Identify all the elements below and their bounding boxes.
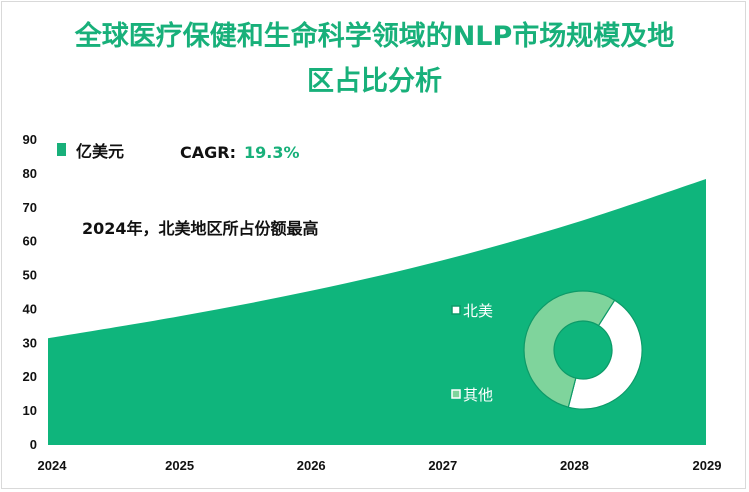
donut-legend-swatch-north-america	[451, 305, 461, 315]
chart-title-line-2: 区占比分析	[307, 66, 442, 97]
cagr-label: CAGR:	[180, 143, 236, 162]
donut-slice-other	[523, 290, 616, 408]
donut-legend-label-other: 其他	[463, 386, 493, 404]
x-tick-label: 2026	[297, 458, 326, 473]
x-axis: 2024 2025 2026 2027 2028 2029	[38, 458, 722, 473]
legend-label: 亿美元	[76, 142, 124, 161]
x-tick-label: 2027	[428, 458, 457, 473]
y-tick-label: 70	[23, 200, 37, 215]
y-tick-label: 90	[23, 132, 37, 147]
regional-share-donut	[523, 290, 643, 410]
donut-legend-label-north-america: 北美	[463, 302, 493, 320]
chart-title: 全球医疗保健和生命科学领域的NLP市场规模及地 区占比分析	[0, 14, 749, 104]
annotation-text: 2024年，北美地区所占份额最高	[82, 219, 319, 238]
y-tick-label: 60	[23, 234, 37, 249]
legend-swatch	[57, 143, 66, 156]
y-axis: 0 10 20 30 40 50 60 70 80 90	[23, 132, 37, 452]
donut-slice-north-america	[567, 299, 643, 410]
x-tick-label: 2025	[165, 458, 194, 473]
chart-title-line-1: 全球医疗保健和生命科学领域的NLP市场规模及地	[74, 21, 675, 52]
y-tick-label: 40	[23, 301, 37, 316]
y-tick-label: 80	[23, 166, 37, 181]
y-tick-label: 0	[30, 437, 37, 452]
x-tick-label: 2024	[38, 458, 68, 473]
donut-legend-swatch-other	[451, 389, 461, 399]
y-tick-label: 10	[23, 403, 37, 418]
y-tick-label: 50	[23, 268, 37, 283]
y-tick-label: 20	[23, 369, 37, 384]
x-tick-label: 2028	[560, 458, 589, 473]
cagr-value: 19.3%	[244, 143, 300, 162]
y-tick-label: 30	[23, 335, 37, 350]
x-tick-label: 2029	[693, 458, 722, 473]
